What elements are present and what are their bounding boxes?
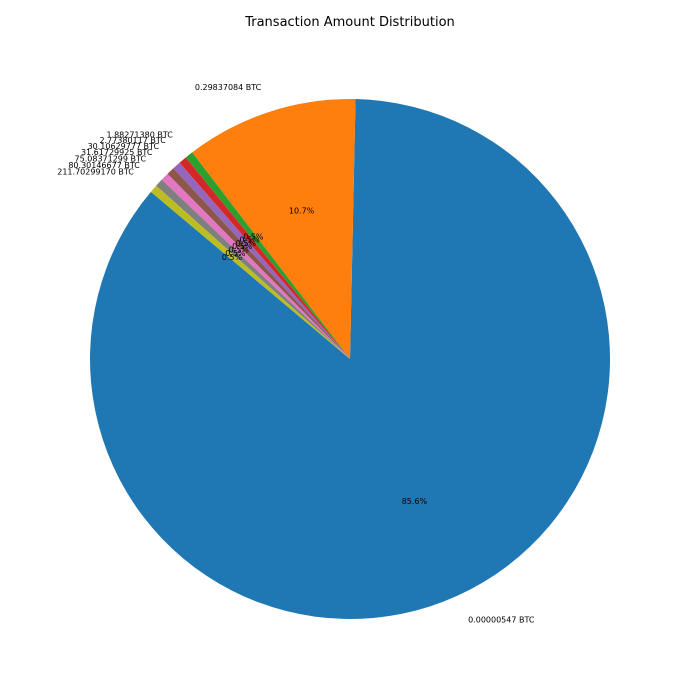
pie-slice: [167, 168, 350, 359]
slice-category-label: 2.77380117 BTC: [99, 136, 166, 145]
slice-labels: 0.00000547 BTC 0.29837084 BTC 1.88271380 B…: [57, 83, 535, 624]
pie-slice: [161, 173, 350, 359]
pie-slice: [156, 179, 350, 359]
slice-category-label: 0.29837084 BTC: [195, 83, 262, 92]
chart-title: Transaction Amount Distribution: [244, 15, 455, 30]
pie-slice: [185, 152, 350, 359]
slice-category-label: 30.10629777 BTC: [88, 142, 160, 151]
pie-slices: [90, 99, 611, 620]
slice-category-label: 75.08371299 BTC: [75, 155, 147, 164]
pie-slice: [173, 162, 350, 359]
slice-percent-label: 0.5%: [222, 253, 243, 262]
slice-percent-label: 0.5%: [232, 242, 253, 251]
slice-percent-label: 0.5%: [236, 239, 257, 248]
slice-category-label: 31.61729925 BTC: [81, 148, 153, 157]
slice-category-label: 1.88271380 BTC: [106, 130, 173, 139]
pie-slice: [179, 157, 350, 359]
slice-percent-label: 85.6%: [402, 497, 428, 506]
slice-category-label: 80.30146677 BTC: [68, 161, 140, 170]
pie-slice: [192, 99, 356, 359]
percent-labels: 85.6%10.7%0.5%0.5%0.5%0.5%0.5%0.5%0.5%: [222, 207, 428, 506]
slice-percent-label: 0.5%: [239, 236, 260, 245]
slice-category-label: 0.00000547 BTC: [468, 615, 535, 624]
slice-percent-label: 10.7%: [289, 207, 315, 216]
pie-slice: [150, 185, 350, 359]
slice-percent-label: 0.5%: [243, 233, 264, 242]
slice-category-label: 211.70299170 BTC: [57, 168, 134, 177]
slice-percent-label: 0.5%: [225, 249, 246, 258]
slice-percent-label: 0.5%: [229, 246, 250, 255]
pie-slice: [90, 99, 611, 620]
